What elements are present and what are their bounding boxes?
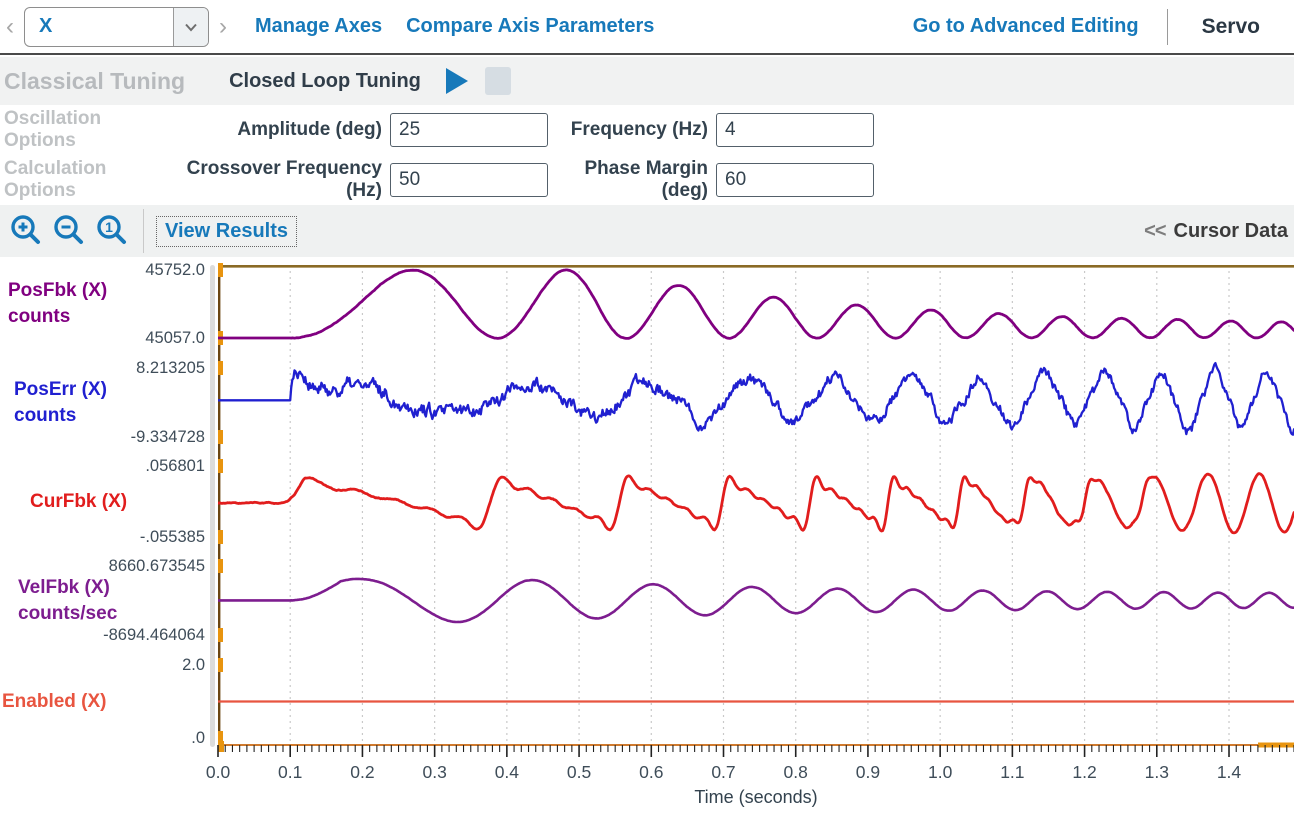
manage-axes-link[interactable]: Manage Axes bbox=[255, 15, 383, 37]
trace-label-velfbk-x: VelFbk (X) bbox=[18, 576, 110, 598]
oscillation-options-row: Oscillation Options Amplitude (deg) Freq… bbox=[0, 105, 1294, 155]
calculation-options-row: Calculation Options Crossover Frequency … bbox=[0, 155, 1294, 205]
topbar-divider bbox=[1166, 8, 1168, 45]
y-min-value-poserr-x: -9.334728 bbox=[130, 428, 205, 446]
y-axis-marker bbox=[218, 430, 223, 444]
chevrons-left-icon: << bbox=[1144, 219, 1166, 242]
y-axis-marker bbox=[218, 530, 223, 544]
trace-curfbk-x bbox=[218, 472, 1294, 535]
x-tick-label: 0.8 bbox=[784, 762, 808, 782]
chevron-left-icon[interactable]: ‹ bbox=[6, 12, 14, 40]
y-max-value-velfbk-x: 8660.673545 bbox=[108, 557, 205, 575]
y-axis-marker bbox=[218, 263, 223, 277]
x-tick-label: 0.6 bbox=[639, 762, 663, 782]
x-axis-title: Time (seconds) bbox=[694, 787, 817, 807]
amplitude-input[interactable] bbox=[390, 113, 548, 147]
y-axis-marker bbox=[218, 658, 223, 672]
x-tick-label: 1.4 bbox=[1217, 762, 1242, 782]
crossover-frequency-input[interactable] bbox=[390, 163, 548, 197]
y-max-value-poserr-x: 8.213205 bbox=[136, 359, 205, 377]
y-max-value-posfbk-x: 45752.0 bbox=[145, 261, 205, 279]
tuning-chart: 45752.0 45057.0 PosFbk (X) counts 8.213205 -9… bbox=[0, 257, 1294, 820]
trace-units-velfbk-x: counts/sec bbox=[18, 602, 118, 624]
zoom-in-icon bbox=[9, 215, 43, 252]
chevron-right-icon[interactable]: › bbox=[219, 12, 227, 40]
trace-label-curfbk-x: CurFbk (X) bbox=[30, 490, 128, 512]
frequency-input[interactable] bbox=[716, 113, 874, 147]
amplitude-label: Amplitude (deg) bbox=[237, 119, 382, 140]
calculation-options-label: Calculation Options bbox=[4, 158, 107, 201]
phase-margin-label: Phase Margin (deg) bbox=[584, 158, 708, 201]
servo-mode-label: Servo bbox=[1201, 14, 1260, 38]
y-min-value-posfbk-x: 45057.0 bbox=[145, 329, 205, 347]
cursor-data-toggle[interactable]: << Cursor Data bbox=[1144, 220, 1288, 243]
x-tick-label: 0.4 bbox=[495, 762, 520, 782]
chevron-down-icon[interactable] bbox=[173, 7, 208, 46]
x-tick-label: 1.3 bbox=[1145, 762, 1169, 782]
advanced-editing-link[interactable]: Go to Advanced Editing bbox=[912, 15, 1139, 37]
svg-text:1: 1 bbox=[105, 219, 113, 235]
closed-loop-tuning-label: Closed Loop Tuning bbox=[229, 69, 421, 92]
trace-velfbk-x bbox=[218, 577, 1294, 624]
x-tick-label: 0.9 bbox=[856, 762, 880, 782]
stop-tuning-button[interactable] bbox=[484, 67, 511, 95]
toolbar-divider bbox=[143, 209, 144, 253]
phase-margin-input[interactable] bbox=[716, 163, 874, 197]
y-min-value-curfbk-x: -.055385 bbox=[139, 528, 205, 546]
trace-posfbk-x bbox=[218, 268, 1294, 340]
zoom-reset-button[interactable]: 1 bbox=[95, 213, 129, 249]
axis-selector-value: X bbox=[39, 15, 53, 37]
y-min-value-velfbk-x: -8694.464064 bbox=[103, 626, 205, 644]
oscillation-options-label: Oscillation Options bbox=[4, 108, 102, 151]
y-axis-marker bbox=[218, 559, 223, 573]
chart-plot-area[interactable]: 0.0 0.1 0.2 0.3 0.4 0.5 0.6 0.7 0.8 0.9 1.0 1.1 1.2 1… bbox=[206, 263, 1294, 810]
axis-end-marker bbox=[1258, 742, 1294, 748]
axis-selector[interactable]: X bbox=[24, 6, 209, 47]
x-tick-label: 0.1 bbox=[278, 762, 302, 782]
zoom-in-button[interactable] bbox=[9, 213, 43, 249]
y-max-value-curfbk-x: .056801 bbox=[145, 457, 205, 475]
y-axis-marker bbox=[218, 459, 223, 473]
y-min-value-enabled-x: .0 bbox=[191, 729, 205, 747]
y-axis-marker bbox=[218, 361, 223, 375]
classical-tuning-title: Classical Tuning bbox=[4, 67, 186, 94]
chart-label-gutter: 45752.0 45057.0 PosFbk (X) counts 8.213205 -9… bbox=[0, 257, 218, 820]
y-max-value-enabled-x: 2.0 bbox=[182, 656, 205, 674]
zoom-out-icon bbox=[52, 215, 86, 252]
frequency-label: Frequency (Hz) bbox=[570, 119, 708, 140]
play-icon bbox=[445, 68, 469, 98]
trace-units-poserr-x: counts bbox=[14, 404, 77, 426]
x-tick-label: 0.0 bbox=[206, 762, 231, 782]
trace-label-posfbk-x: PosFbk (X) bbox=[8, 280, 108, 301]
x-tick-label: 0.5 bbox=[567, 762, 591, 782]
start-tuning-button[interactable] bbox=[445, 67, 469, 95]
x-tick-label: 0.3 bbox=[422, 762, 446, 782]
x-tick-label: 0.2 bbox=[350, 762, 374, 782]
y-axis-marker bbox=[218, 731, 223, 745]
cursor-data-label: Cursor Data bbox=[1173, 219, 1288, 242]
vertical-scrollbar[interactable] bbox=[210, 265, 215, 747]
zoom-out-button[interactable] bbox=[52, 213, 86, 249]
x-tick-label: 0.7 bbox=[711, 762, 735, 782]
classical-tuning-bar: Classical Tuning Closed Loop Tuning bbox=[0, 57, 1294, 105]
traces-group bbox=[218, 268, 1294, 703]
x-tick-label: 1.2 bbox=[1072, 762, 1096, 782]
x-tick-label: 1.0 bbox=[928, 762, 953, 782]
crossover-frequency-label: Crossover Frequency (Hz) bbox=[186, 158, 382, 201]
compare-axis-parameters-link[interactable]: Compare Axis Parameters bbox=[406, 15, 655, 37]
axis-corner-marker bbox=[218, 741, 224, 752]
chart-toolbar: 1 View Results << Cursor Data bbox=[0, 205, 1294, 257]
trace-label-poserr-x: PosErr (X) bbox=[14, 378, 107, 400]
trace-poserr-x bbox=[218, 361, 1294, 436]
zoom-reset-icon: 1 bbox=[95, 215, 129, 252]
view-results-button[interactable]: View Results bbox=[156, 215, 298, 247]
trace-label-enabled-x: Enabled (X) bbox=[2, 690, 107, 712]
x-tick-label: 1.1 bbox=[1000, 762, 1024, 782]
y-axis-marker bbox=[218, 628, 223, 642]
top-navigation-bar: ‹ X › Manage Axes Compare Axis Parameter… bbox=[0, 0, 1294, 55]
trace-units-posfbk-x: counts bbox=[8, 306, 71, 327]
